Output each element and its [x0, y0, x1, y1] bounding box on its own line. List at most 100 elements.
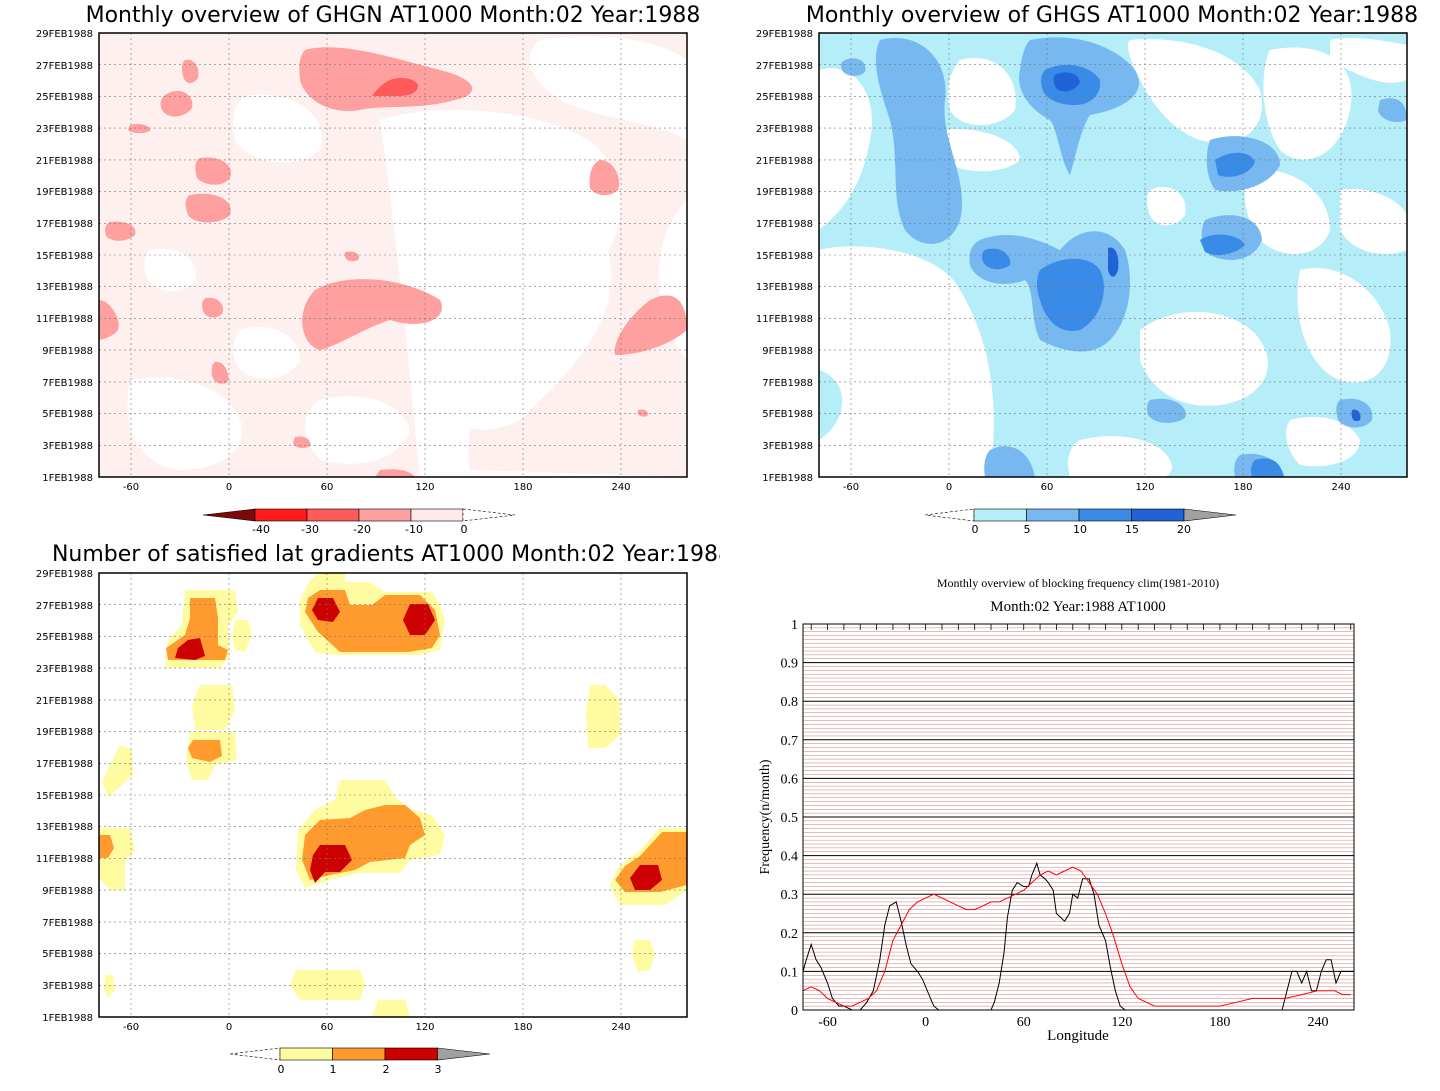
ghgs-colorbar-swatch — [1026, 508, 1080, 522]
ghgn-colorbar-label: -10 — [405, 523, 423, 536]
gradients-colorbar-swatch — [279, 1047, 333, 1061]
frequency-ytick: 0.6 — [781, 772, 799, 787]
frequency-top-ticks — [810, 624, 1352, 630]
gradients-y-ticks: 1FEB1988 3FEB1988 5FEB1988 7FEB1988 9FEB… — [36, 569, 93, 1024]
gradients-ytick: 7FEB1988 — [42, 918, 93, 929]
ghgn-ytick: 21FEB1988 — [36, 156, 93, 167]
ghgn-colorbar-label: 0 — [461, 523, 468, 536]
ghgs-ytick: 5FEB1988 — [762, 409, 813, 420]
ghgn-ytick: 13FEB1988 — [36, 282, 93, 293]
gradients-ytick: 25FEB1988 — [36, 632, 93, 643]
frequency-subtitle: Month:02 Year:1988 AT1000 — [990, 599, 1165, 615]
ghgs-x-ticks: -60 0 60 120 180 240 — [843, 482, 1351, 493]
ghgn-colorbar-swatch — [358, 508, 412, 522]
gradients-ytick: 17FEB1988 — [36, 759, 93, 770]
ghgn-frame — [98, 32, 688, 478]
frequency-xtick: 180 — [1209, 1015, 1230, 1030]
gradients-chart: Number of satisfied lat gradients AT1000… — [36, 542, 720, 1076]
ghgn-ytick: 1FEB1988 — [42, 473, 93, 484]
ghgn-ytick: 19FEB1988 — [36, 187, 93, 198]
ghgn-ytick: 15FEB1988 — [36, 251, 93, 262]
gradients-xtick: 0 — [226, 1022, 232, 1033]
frequency-xtick: 0 — [922, 1015, 929, 1030]
frequency-title: Monthly overview of blocking frequency c… — [937, 576, 1219, 590]
ghgs-ytick: 9FEB1988 — [762, 346, 813, 357]
gradients-ytick: 9FEB1988 — [42, 886, 93, 897]
gradients-colorbar-swatch — [384, 1047, 438, 1061]
frequency-xtick: 60 — [1017, 1015, 1031, 1030]
ghgn-chart: Monthly overview of GHGN AT1000 Month:02… — [36, 3, 701, 536]
ghgs-y-ticks: 1FEB1988 3FEB1988 5FEB1988 7FEB1988 9FEB… — [756, 29, 813, 484]
ghgs-xtick: 0 — [946, 482, 952, 493]
frequency-xtick: 240 — [1308, 1015, 1329, 1030]
frequency-ytick: 1 — [791, 618, 798, 633]
ghgs-colorbar-label: 5 — [1024, 523, 1031, 536]
ghgs-ytick: 1FEB1988 — [762, 473, 813, 484]
gradients-ytick: 23FEB1988 — [36, 664, 93, 675]
frequency-series-black — [802, 861, 1354, 1011]
frequency-chart: Monthly overview of blocking frequency c… — [758, 576, 1355, 1044]
gradients-ytick: 5FEB1988 — [42, 949, 93, 960]
frequency-y-ticks: 0 0.1 0.2 0.3 0.4 0.5 0.6 0.7 0.8 0.9 1 — [781, 618, 799, 1019]
ghgn-colorbar: -40 -30 -20 -10 0 — [202, 508, 516, 536]
ghgn-ytick: 27FEB1988 — [36, 61, 93, 72]
ghgs-ytick: 19FEB1988 — [756, 187, 813, 198]
gradients-colorbar-swatch — [332, 1047, 386, 1061]
ghgs-ytick: 3FEB1988 — [762, 441, 813, 452]
frequency-ytick: 0.4 — [781, 850, 799, 865]
gradients-ytick: 13FEB1988 — [36, 822, 93, 833]
frequency-series-red — [802, 866, 1351, 1007]
ghgs-xtick: 120 — [1135, 482, 1154, 493]
ghgn-xtick: -60 — [123, 482, 139, 493]
ghgs-frame — [818, 32, 1408, 478]
ghgn-colorbar-label: -20 — [353, 523, 371, 536]
ghgs-colorbar-label: 15 — [1125, 523, 1139, 536]
ghgn-xtick: 60 — [321, 482, 334, 493]
gradients-colorbar-label: 0 — [278, 1063, 285, 1076]
gradients-ytick: 1FEB1988 — [42, 1013, 93, 1024]
ghgn-ytick: 11FEB1988 — [36, 314, 93, 325]
ghgn-ytick: 23FEB1988 — [36, 124, 93, 135]
gradients-ytick: 11FEB1988 — [36, 854, 93, 865]
gradients-contours — [99, 573, 687, 1017]
ghgs-ytick: 29FEB1988 — [756, 29, 813, 40]
gradients-colorbar-label: 2 — [383, 1063, 390, 1076]
ghgn-ytick: 5FEB1988 — [42, 409, 93, 420]
gradients-ytick: 19FEB1988 — [36, 727, 93, 738]
ghgn-grid — [99, 33, 687, 477]
frequency-series — [802, 861, 1354, 1011]
ghgn-ytick: 17FEB1988 — [36, 219, 93, 230]
ghgs-ytick: 13FEB1988 — [756, 282, 813, 293]
ghgs-chart: Monthly overview of GHGS AT1000 Month:02… — [756, 3, 1418, 536]
ghgs-ytick: 21FEB1988 — [756, 156, 813, 167]
ghgs-ytick: 17FEB1988 — [756, 219, 813, 230]
gradients-title: Number of satisfied lat gradients AT1000… — [52, 542, 720, 567]
ghgs-colorbar-swatch — [924, 508, 975, 522]
frequency-minor-grid — [803, 627, 1354, 1007]
frequency-ytick: 0.2 — [781, 927, 799, 942]
ghgn-ytick: 25FEB1988 — [36, 92, 93, 103]
frequency-ytick: 0.3 — [781, 888, 799, 903]
ghgs-ytick: 27FEB1988 — [756, 61, 813, 72]
ghgn-colorbar-swatch — [410, 508, 464, 522]
ghgs-colorbar-swatch — [1183, 508, 1237, 522]
frequency-x-ticks: -60 0 60 120 180 240 — [818, 1015, 1328, 1030]
frequency-ytick: 0.9 — [781, 657, 799, 672]
ghgs-colorbar-label: 10 — [1073, 523, 1087, 536]
ghgs-xtick: -60 — [843, 482, 859, 493]
gradients-colorbar: 0 1 2 3 — [229, 1047, 491, 1076]
ghgn-ytick: 3FEB1988 — [42, 441, 93, 452]
frequency-ytick: 0.8 — [781, 695, 799, 710]
ghgs-ytick: 11FEB1988 — [756, 314, 813, 325]
frequency-ytick: 0.5 — [781, 811, 799, 826]
ghgn-colorbar-label: -30 — [301, 523, 319, 536]
gradients-xtick: 60 — [321, 1022, 334, 1033]
gradients-frame — [98, 572, 688, 1018]
gradients-xtick: 120 — [415, 1022, 434, 1033]
gradients-colorbar-swatch — [229, 1047, 281, 1061]
ghgs-ytick: 25FEB1988 — [756, 92, 813, 103]
gradients-xtick: -60 — [123, 1022, 139, 1033]
ghgn-xtick: 180 — [513, 482, 532, 493]
ghgn-colorbar-swatch — [462, 508, 516, 522]
ghgs-colorbar-label: 20 — [1177, 523, 1191, 536]
